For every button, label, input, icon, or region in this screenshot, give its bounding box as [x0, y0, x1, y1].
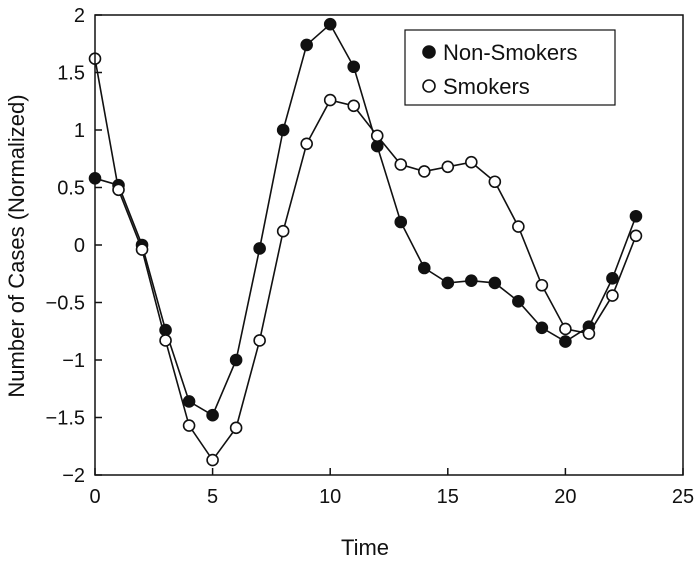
- smokers-point: [135, 243, 149, 256]
- non-smokers-point: [323, 17, 337, 31]
- y-axis-title: Number of Cases (Normalized): [4, 94, 29, 397]
- non-smokers-point: [441, 276, 455, 290]
- non-smokers-point: [559, 335, 572, 348]
- non-smokers-point: [370, 139, 384, 153]
- plot-area-frame: [94, 14, 684, 476]
- smokers-point: [159, 334, 172, 347]
- smokers-point: [323, 93, 337, 107]
- smokers-point: [559, 322, 572, 336]
- smokers-point: [606, 289, 619, 302]
- y-tick-label: 0: [74, 235, 85, 257]
- y-tick-label: 0.5: [57, 178, 85, 200]
- smokers-point: [629, 229, 643, 243]
- non-smokers-point: [276, 123, 290, 137]
- legend-marker-non-smokers: [422, 45, 436, 59]
- y-tick-label: 1: [74, 120, 85, 142]
- smokers-point: [582, 327, 596, 340]
- smokers-point: [370, 129, 384, 143]
- smokers-point: [488, 175, 502, 189]
- x-tick-label: 5: [207, 486, 218, 508]
- legend: Non-Smokers Smokers: [404, 29, 616, 106]
- non-smokers-point: [394, 215, 408, 229]
- x-tick-label: 0: [89, 486, 100, 508]
- smokers-point: [276, 224, 290, 238]
- y-tick-label: −1: [62, 350, 85, 372]
- smokers-point: [182, 419, 196, 432]
- non-smokers-point: [488, 276, 502, 290]
- smokers-point: [347, 99, 361, 113]
- non-smokers-point: [606, 272, 619, 285]
- non-smokers-point: [417, 261, 431, 275]
- legend-label-non-smokers: Non-Smokers: [443, 40, 577, 65]
- smokers-point: [417, 165, 431, 178]
- x-tick-label: 25: [672, 486, 694, 508]
- smokers-point: [441, 160, 455, 174]
- non-smokers-point: [535, 321, 549, 335]
- smokers-point: [300, 137, 313, 151]
- smokers-point: [394, 158, 408, 171]
- non-smokers-point: [253, 242, 266, 255]
- legend-label-smokers: Smokers: [443, 74, 530, 99]
- smokers-point: [229, 421, 243, 435]
- y-tick-label: −1.5: [46, 408, 85, 430]
- x-tick-label: 10: [319, 486, 341, 508]
- y-tick-label: −0.5: [46, 293, 85, 315]
- y-tick-label: −2: [62, 465, 85, 487]
- legend-marker-smokers: [422, 79, 436, 93]
- y-tick-label: 1.5: [57, 63, 85, 85]
- non-smokers-point: [229, 353, 243, 367]
- non-smokers-point: [182, 395, 196, 408]
- non-smokers-point: [206, 408, 219, 422]
- smokers-point: [465, 155, 478, 169]
- y-tick-label: 2: [74, 5, 85, 27]
- smokers-point: [112, 183, 125, 197]
- x-tick-label: 15: [437, 486, 459, 508]
- x-tick-label: 20: [554, 486, 576, 508]
- smokers-point: [206, 453, 219, 467]
- x-axis-title: Time: [341, 535, 389, 560]
- smokers-line: [94, 58, 637, 462]
- non-smokers-point: [347, 60, 361, 74]
- smokers-point: [535, 278, 549, 292]
- non-smokers-point: [465, 274, 478, 287]
- smokers-point: [253, 334, 266, 347]
- non-smokers-point: [629, 209, 643, 223]
- non-smokers-point: [512, 295, 525, 308]
- non-smokers-point: [300, 38, 313, 52]
- smokers-point: [512, 220, 525, 233]
- legend-box: [404, 29, 616, 106]
